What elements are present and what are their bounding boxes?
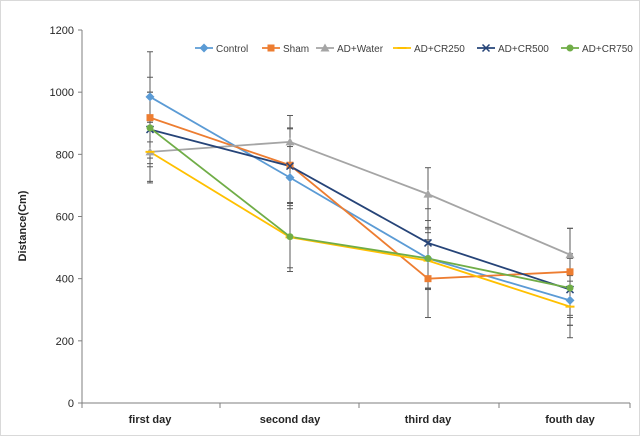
legend-item: Sham <box>262 44 309 55</box>
legend: Control Sham AD+Water AD+CR250 AD+CR500 AD+CR… <box>195 43 633 55</box>
data-point-diamond <box>145 92 155 102</box>
x-tick-label: third day <box>405 414 452 426</box>
legend-item: AD+CR250 <box>393 44 465 55</box>
data-point-x <box>423 238 433 247</box>
y-axis-label: Distance(Cm) <box>17 190 29 261</box>
y-tick-label: 1200 <box>50 25 74 37</box>
data-point-diamond <box>285 173 295 183</box>
x-tick-labels: first day second day third day fouth day <box>129 414 596 426</box>
legend-item: AD+CR500 <box>477 43 549 55</box>
x-mark-stroke <box>285 162 295 171</box>
data-point-square <box>267 44 275 52</box>
y-tick-label: 200 <box>56 336 74 348</box>
x-tick-label: fouth day <box>545 414 595 426</box>
legend-label: AD+CR250 <box>414 44 465 55</box>
data-point-square <box>424 275 432 283</box>
y-tick-label: 1000 <box>50 87 74 99</box>
data-point-circle <box>286 233 294 241</box>
y-tick-label: 400 <box>56 274 74 286</box>
y-tick-label: 600 <box>56 212 74 224</box>
y-tick-label: 0 <box>68 398 74 410</box>
x-mark-stroke <box>481 43 491 53</box>
y-tick-label: 800 <box>56 149 74 161</box>
data-point-triangle <box>285 137 295 146</box>
legend-label: AD+Water <box>337 44 384 55</box>
series-line <box>149 151 571 308</box>
legend-label: Sham <box>283 44 309 55</box>
legend-item: AD+CR750 <box>561 44 633 55</box>
data-point-circle <box>424 254 432 262</box>
data-point-square <box>146 114 154 122</box>
data-point-triangle <box>423 189 433 198</box>
series-markers <box>145 92 575 308</box>
series-line <box>149 127 571 289</box>
legend-item: AD+Water <box>316 43 384 55</box>
legend-label: AD+CR500 <box>498 44 549 55</box>
data-point-circle <box>146 124 154 132</box>
series-line <box>149 128 571 291</box>
series-line <box>149 96 571 302</box>
legend-label: AD+CR750 <box>582 44 633 55</box>
data-point-x <box>481 43 491 53</box>
series-line <box>149 140 571 256</box>
series-line <box>149 116 571 280</box>
x-mark-stroke <box>423 238 433 247</box>
data-point-circle <box>566 284 574 292</box>
legend-label: Control <box>216 44 248 55</box>
data-point-triangle <box>565 250 575 259</box>
series-lines <box>149 96 571 308</box>
x-tick-label: first day <box>129 414 173 426</box>
y-tick-labels: 0 200 400 600 800 1000 1200 <box>50 25 74 410</box>
data-point-square <box>566 268 574 276</box>
x-tick-label: second day <box>260 414 321 426</box>
data-point-x <box>285 162 295 171</box>
data-point-circle <box>566 44 574 52</box>
axes <box>78 29 631 408</box>
data-point-diamond <box>565 295 575 305</box>
data-point-triangle <box>320 43 330 52</box>
data-point-diamond <box>199 43 209 53</box>
legend-item: Control <box>195 43 248 55</box>
